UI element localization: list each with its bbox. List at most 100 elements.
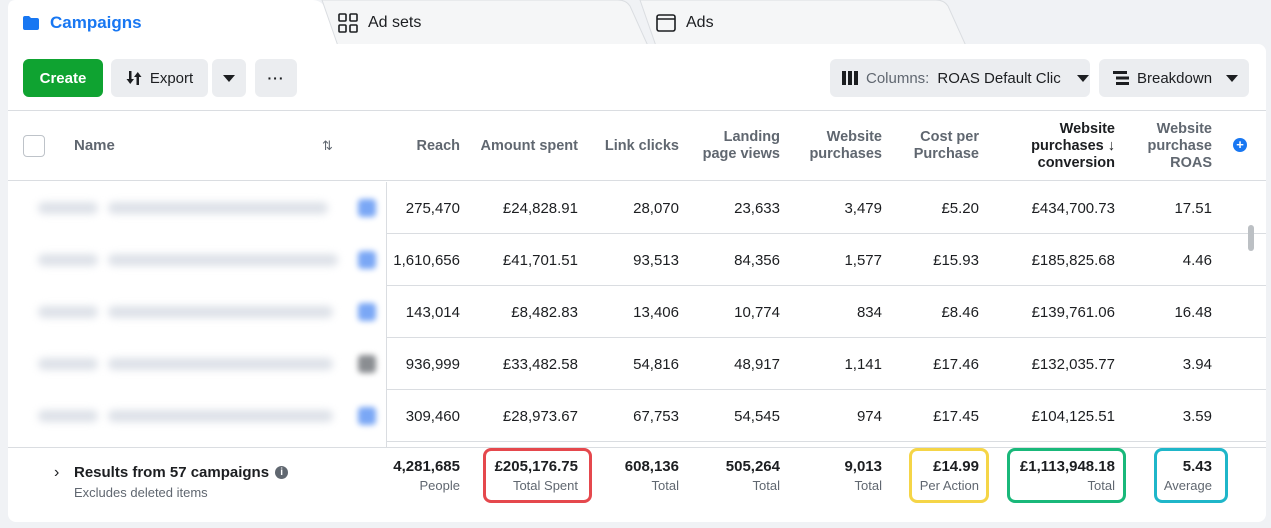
cell-landing-page-views: 10,774 xyxy=(734,303,780,321)
cell-purchases-conversion: £185,825.68 xyxy=(1031,251,1115,269)
summary-conv-value: £1,113,948.18 xyxy=(1019,458,1115,475)
summary-link-clicks: 608,136 Total xyxy=(588,457,679,494)
cell-purchase-roas: 3.94 xyxy=(1182,355,1212,373)
results-title[interactable]: Results from 57 campaigns i xyxy=(74,464,289,481)
campaign-name-redacted xyxy=(8,234,386,286)
export-icon xyxy=(126,71,142,85)
summary-clicks-label: Total xyxy=(651,478,679,493)
summary-reach: 4,281,685 People xyxy=(380,457,460,494)
export-label: Export xyxy=(149,69,194,87)
column-header-reach[interactable]: Reach xyxy=(380,111,460,181)
cell-purchases-conversion: £434,700.73 xyxy=(1031,199,1115,217)
wpc-line-3: conversion xyxy=(1037,154,1115,171)
cell-amount-spent: £8,482.83 xyxy=(511,303,578,321)
cell-purchase-roas: 3.59 xyxy=(1182,407,1212,425)
select-all-checkbox[interactable] xyxy=(23,135,45,157)
cell-purchases-conversion: £139,761.06 xyxy=(1031,303,1115,321)
table-row[interactable]: 936,999 £33,482.58 54,816 48,917 1,141 £… xyxy=(8,338,1266,390)
chevron-right-icon[interactable]: › xyxy=(54,464,60,481)
tab-ads-label: Ads xyxy=(686,14,714,31)
summary-purchases-value: 9,013 xyxy=(844,458,882,475)
cell-reach: 936,999 xyxy=(405,355,460,373)
cell-amount-spent: £28,973.67 xyxy=(502,407,578,425)
cell-website-purchases: 3,479 xyxy=(844,199,882,217)
campaign-name-redacted xyxy=(8,286,386,338)
cell-purchases-conversion: £132,035.77 xyxy=(1031,355,1115,373)
summary-purchases-conversion: £1,113,948.18 Total xyxy=(998,457,1115,494)
columns-label: Columns: xyxy=(866,69,930,87)
column-header-amount-spent[interactable]: Amount spent xyxy=(468,111,578,181)
cell-website-purchases: 974 xyxy=(856,407,882,425)
vertical-scrollbar[interactable] xyxy=(1248,225,1254,251)
table-row[interactable]: 309,460 £28,973.67 67,753 54,545 974 £17… xyxy=(8,390,1266,442)
columns-dropdown[interactable]: Columns: ROAS Default Clic xyxy=(830,59,1090,97)
roas-line-1: Website xyxy=(1156,120,1212,137)
summary-landing-page-views: 505,264 Total xyxy=(688,457,780,494)
column-header-cost-per-purchase[interactable]: Cost per Purchase xyxy=(898,111,979,181)
cell-reach: 143,014 xyxy=(405,303,460,321)
export-dropdown-button[interactable] xyxy=(212,59,246,97)
summary-reach-value: 4,281,685 xyxy=(393,458,460,475)
cell-link-clicks: 54,816 xyxy=(633,355,679,373)
summary-amount-spent: £205,176.75 Total Spent xyxy=(468,457,578,494)
tab-adsets[interactable]: Ad sets xyxy=(318,0,658,46)
cell-reach: 1,610,656 xyxy=(393,251,460,269)
summary-spent-label: Total Spent xyxy=(512,478,578,493)
cell-amount-spent: £33,482.58 xyxy=(502,355,578,373)
campaign-name-redacted xyxy=(8,182,386,234)
tab-campaigns[interactable]: Campaigns xyxy=(0,0,340,46)
campaigns-table: Name ⇅ Reach Amount spent Link clicks La… xyxy=(8,110,1266,522)
cpp-line-1: Cost per xyxy=(920,129,979,145)
highlight-purchase-roas xyxy=(1154,448,1228,503)
table-row[interactable]: 275,470 £24,828.91 28,070 23,633 3,479 £… xyxy=(8,182,1266,234)
landing-line-1: Landing xyxy=(723,129,780,145)
summary-cpp-value: £14.99 xyxy=(933,458,979,475)
summary-website-purchases: 9,013 Total xyxy=(798,457,882,494)
table-row[interactable]: 143,014 £8,482.83 13,406 10,774 834 £8.4… xyxy=(8,286,1266,338)
chevron-down-icon xyxy=(1226,74,1239,82)
summary-lpv-label: Total xyxy=(752,478,780,493)
info-icon[interactable]: i xyxy=(275,466,289,479)
campaign-name-redacted xyxy=(8,390,386,442)
sort-icon[interactable]: ⇅ xyxy=(322,138,333,153)
campaign-name-redacted xyxy=(8,338,386,390)
table-row[interactable]: 1,610,656 £41,701.51 93,513 84,356 1,577… xyxy=(8,234,1266,286)
columns-icon xyxy=(842,71,858,85)
wpc-line-2: purchases ↓ xyxy=(1031,137,1115,154)
cell-cost-per-purchase: £17.45 xyxy=(933,407,979,425)
ad-window-icon xyxy=(656,14,676,32)
grid-icon xyxy=(338,13,358,33)
column-header-link-clicks[interactable]: Link clicks xyxy=(588,111,679,181)
cell-purchase-roas: 17.51 xyxy=(1174,199,1212,217)
cell-purchase-roas: 4.46 xyxy=(1182,251,1212,269)
column-header-website-purchases[interactable]: Website purchases xyxy=(798,111,882,181)
column-header-purchase-roas[interactable]: Website purchase ROAS xyxy=(1128,111,1212,181)
summary-spent-value: £205,176.75 xyxy=(494,458,578,475)
breakdown-label: Breakdown xyxy=(1137,69,1213,87)
column-header-purchases-conversion[interactable]: Website purchases ↓ conversion xyxy=(998,111,1115,181)
tab-ads[interactable]: Ads xyxy=(636,0,976,46)
cell-cost-per-purchase: £5.20 xyxy=(941,199,979,217)
roas-line-2: purchase xyxy=(1147,137,1212,154)
cell-purchase-roas: 16.48 xyxy=(1174,303,1212,321)
breakdown-dropdown[interactable]: Breakdown xyxy=(1099,59,1249,97)
folder-icon xyxy=(23,16,39,30)
column-header-link-clicks-label: Link clicks xyxy=(604,137,679,154)
more-icon: ··· xyxy=(267,70,285,86)
wp-line-1: Website xyxy=(826,129,882,145)
summary-purchases-label: Total xyxy=(854,478,882,493)
cell-cost-per-purchase: £17.46 xyxy=(933,355,979,373)
results-subtitle: Excludes deleted items xyxy=(74,485,208,500)
column-divider xyxy=(386,182,387,447)
summary-conv-label: Total xyxy=(1087,478,1115,493)
export-button[interactable]: Export xyxy=(111,59,208,97)
tab-adsets-label: Ad sets xyxy=(368,14,422,31)
create-button[interactable]: Create xyxy=(23,59,103,97)
cell-landing-page-views: 48,917 xyxy=(734,355,780,373)
tab-campaigns-label: Campaigns xyxy=(50,13,142,32)
more-options-button[interactable]: ··· xyxy=(255,59,297,97)
cell-website-purchases: 1,577 xyxy=(844,251,882,269)
column-header-landing-page-views[interactable]: Landing page views xyxy=(688,111,780,181)
add-column-icon[interactable]: + xyxy=(1233,138,1247,152)
column-header-name[interactable]: Name xyxy=(74,137,115,154)
